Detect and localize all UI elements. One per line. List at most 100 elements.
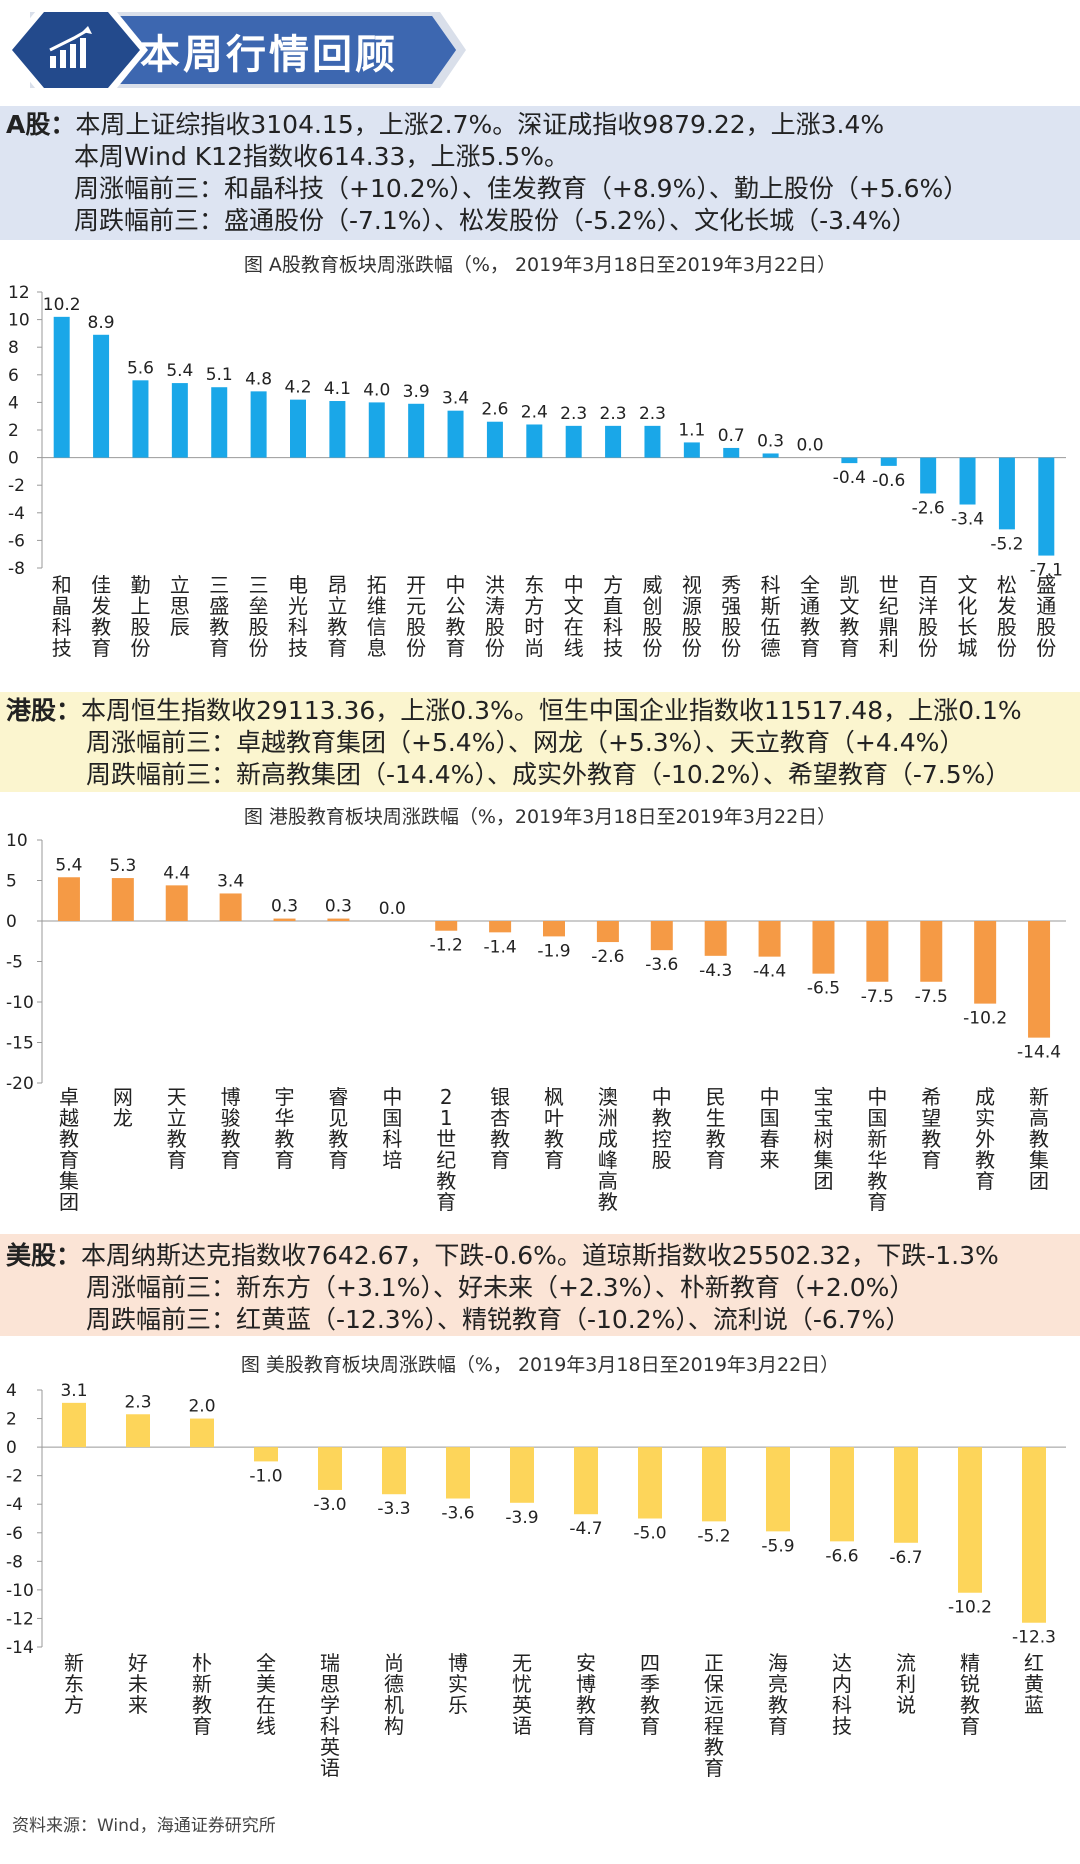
page-title: 本周行情回顾: [140, 32, 398, 78]
bar: [57, 877, 80, 921]
category-label: 达内科技: [832, 1651, 852, 1738]
bar: [408, 403, 425, 458]
y-tick-label: 4: [6, 1381, 17, 1401]
y-tick-label: 4: [8, 393, 19, 413]
data-label: -5.2: [697, 1526, 730, 1546]
data-label: -3.6: [645, 955, 678, 975]
data-label: -10.2: [948, 1598, 992, 1618]
bar-chart-icon: [49, 26, 92, 68]
y-tick-label: -2: [8, 476, 25, 496]
header-banner: 本周行情回顾: [0, 0, 1080, 100]
data-label: 0.3: [271, 897, 298, 917]
a-share-tag: A股：: [6, 110, 76, 139]
bar: [329, 401, 346, 458]
bar: [254, 1447, 278, 1462]
chart-a-title: 图 A股教育板块周涨跌幅（%， 2019年3月18日至2019年3月22日）: [243, 254, 837, 276]
category-label: 新高教集团: [1029, 1085, 1049, 1193]
bar: [974, 921, 997, 1004]
a-share-line1: 本周上证综指收3104.15，上涨2.7%。深证成指收9879.22，上涨3.4…: [75, 110, 885, 139]
category-label: 睿见教育: [328, 1085, 348, 1172]
y-tick-label: -6: [8, 531, 25, 551]
data-label: 3.1: [60, 1381, 87, 1401]
category-label: 安博教育: [576, 1651, 596, 1738]
y-tick-label: -8: [6, 1552, 23, 1572]
category-label: 新东方: [64, 1651, 84, 1717]
bar: [638, 1447, 662, 1519]
data-label: -3.6: [441, 1504, 474, 1524]
bar: [702, 1447, 726, 1522]
bar: [486, 421, 503, 458]
data-label: -5.9: [761, 1536, 794, 1556]
bar: [866, 921, 889, 982]
bar: [723, 447, 740, 458]
category-label: 精锐教育: [960, 1651, 980, 1738]
data-label: 4.8: [245, 369, 272, 389]
category-label: 东方时尚: [524, 573, 544, 660]
bar: [93, 334, 110, 458]
category-label: 中国科培: [382, 1085, 402, 1172]
category-label: 卓越教育集团: [59, 1085, 79, 1214]
bar: [526, 424, 543, 458]
category-label: 视源股份: [682, 573, 702, 660]
bar: [382, 1447, 406, 1495]
bar: [998, 457, 1015, 530]
data-label: 4.0: [363, 380, 390, 400]
category-label: 三垒股份: [249, 573, 269, 660]
data-label: 2.3: [600, 404, 627, 424]
bar: [1038, 457, 1055, 556]
data-label: 5.1: [206, 365, 233, 385]
category-label: 海亮教育: [768, 1651, 788, 1738]
category-label: 正保远程教育: [704, 1651, 724, 1780]
data-label: -1.4: [484, 937, 517, 957]
bar: [683, 442, 700, 458]
data-label: 5.3: [109, 856, 136, 876]
bar: [574, 1447, 598, 1515]
category-label: 电光科技: [288, 573, 308, 660]
data-label: -10.2: [963, 1009, 1007, 1029]
data-label: -6.6: [825, 1546, 858, 1566]
chart-a-share: 12 10 8 6 4 2 0 -2 -4 -6 -8 10.2 和晶科技 8.9 佳发教育 5.6 勤上股份 5…: [8, 283, 1066, 660]
bar: [250, 391, 267, 458]
category-label: 天立教育: [167, 1085, 187, 1172]
bar: [368, 402, 385, 458]
bar: [1028, 921, 1051, 1038]
hk-share-tag: 港股：: [6, 696, 82, 725]
category-label: 宇华教育: [275, 1085, 295, 1172]
data-label: 2.3: [639, 404, 666, 424]
bar: [273, 918, 296, 921]
data-label: 3.4: [442, 389, 469, 409]
category-label: 拓维信息: [367, 573, 387, 660]
chart-hk-share: 10 5 0 -5 -10 -15 -20 5.4 卓越教育集团 5.3 网龙 4.4 天立教育 3.4 博…: [6, 832, 1066, 1214]
category-label: 洪涛股份: [485, 573, 505, 660]
bar: [318, 1447, 342, 1490]
hk-share-summary: 港股：本周恒生指数收29113.36，上涨0.3%。恒生中国企业指数收11517…: [0, 692, 1080, 792]
data-label: -7.5: [915, 987, 948, 1007]
bar: [447, 410, 464, 458]
data-label: -2.6: [912, 498, 945, 518]
bar: [650, 921, 673, 951]
category-label: 文化长城: [958, 573, 978, 660]
category-label: 瑞思学科英语: [320, 1651, 340, 1780]
bar: [644, 425, 661, 458]
data-label: 0.0: [796, 436, 823, 456]
bar: [596, 921, 619, 943]
category-label: 盛通股份: [1036, 573, 1056, 660]
category-label: 秀强股份: [721, 573, 741, 660]
category-label: 尚德机构: [384, 1651, 404, 1738]
bar: [1022, 1447, 1046, 1623]
y-tick-label: 2: [6, 1410, 17, 1430]
y-tick-label: -10: [6, 993, 34, 1013]
chart-us-title: 图 美股教育板块周涨跌幅（%， 2019年3月18日至2019年3月22日）: [240, 1354, 840, 1376]
y-tick-label: 0: [6, 912, 17, 932]
y-tick-label: -4: [6, 1495, 23, 1515]
category-label: 中国春来: [760, 1085, 780, 1172]
y-tick-label: 10: [8, 311, 30, 331]
category-label: 博骏教育: [221, 1085, 241, 1172]
category-label: 三盛教育: [209, 573, 229, 660]
category-label: 红黄蓝: [1024, 1651, 1044, 1717]
bar: [126, 1414, 150, 1448]
category-label: 好未来: [128, 1651, 148, 1717]
category-label: 百洋股份: [918, 573, 938, 660]
y-tick-label: -20: [6, 1074, 34, 1094]
data-label: -4.4: [753, 962, 786, 982]
